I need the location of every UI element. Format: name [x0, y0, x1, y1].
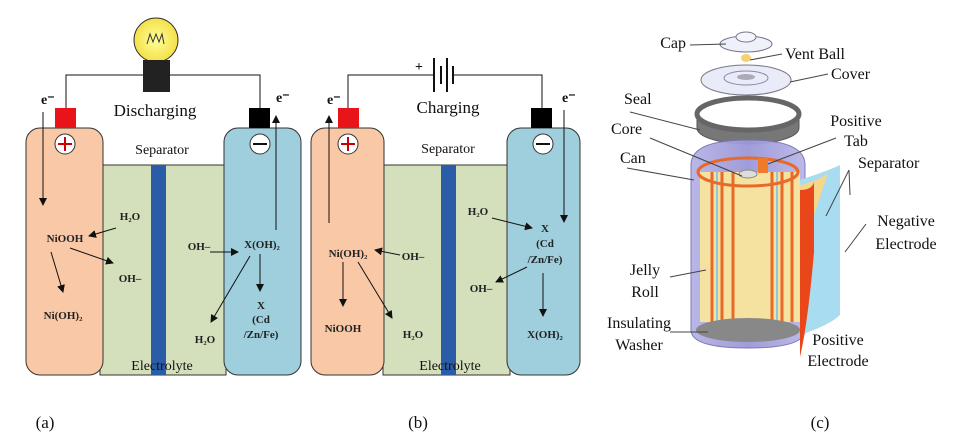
species: H₂O — [195, 334, 216, 346]
minus-icon — [249, 133, 271, 155]
species: X(OH)₂ — [244, 239, 280, 251]
positive-terminal — [338, 108, 359, 128]
label-negative-electrode: Electrode — [875, 236, 936, 253]
electrolyte-label: Electrolyte — [131, 359, 192, 374]
cell-illustration — [690, 31, 840, 357]
species: OH– — [470, 283, 493, 295]
species: H₂O — [120, 211, 141, 223]
species: (Cd — [252, 314, 270, 326]
species: OH– — [188, 241, 211, 253]
species: Ni(OH)₂ — [44, 310, 83, 322]
species: H₂O — [468, 206, 489, 218]
label-vent-ball: Vent Ball — [785, 46, 846, 63]
mode-label: Discharging — [114, 101, 197, 120]
caption-b: (b) — [408, 413, 428, 432]
species: X(OH)₂ — [527, 329, 563, 341]
label-positive-electrode: Positive — [812, 332, 864, 349]
caption-a: (a) — [36, 413, 55, 432]
label-seal: Seal — [624, 91, 652, 108]
electron-label: e⁻ — [276, 91, 290, 106]
label-jelly-roll: Jelly — [630, 262, 660, 279]
wire-right — [170, 74, 261, 108]
negative-terminal — [249, 108, 270, 128]
label-positive-tab: Positive — [830, 113, 882, 130]
species: Ni(OH)₂ — [329, 248, 368, 260]
light-bulb-icon — [133, 17, 179, 92]
positive-terminal — [55, 108, 76, 128]
species: X — [257, 300, 265, 312]
species: NiOOH — [47, 233, 84, 245]
electron-label: e⁻ — [41, 93, 55, 108]
wire-left — [65, 74, 143, 108]
separator-label: Separator — [135, 143, 189, 158]
label-cap: Cap — [660, 35, 686, 52]
label-jelly-roll: Roll — [631, 284, 659, 301]
negative-terminal — [531, 108, 552, 128]
electron-label: e⁻ — [327, 93, 341, 108]
species: H₂O — [403, 329, 424, 341]
panel-c-cell-construction: Cap Vent Ball Cover Seal Core Positive T… — [607, 31, 937, 370]
caption-c: (c) — [811, 413, 830, 432]
species: /Zn/Fe) — [527, 254, 563, 266]
electrolyte-label: Electrolyte — [419, 359, 480, 374]
label-can: Can — [620, 150, 646, 167]
mode-label: Charging — [417, 98, 480, 117]
leader-lines — [626, 43, 867, 333]
label-core: Core — [611, 121, 642, 138]
species: X — [541, 223, 549, 235]
positive-electrode — [25, 127, 104, 376]
label-positive-tab: Tab — [844, 133, 868, 150]
label-separator: Separator — [858, 155, 920, 172]
battery-icon — [433, 58, 454, 92]
separator-bar — [151, 165, 166, 375]
label-insulating-washer: Insulating — [607, 315, 671, 332]
label-insulating-washer: Washer — [615, 337, 663, 354]
separator-bar — [441, 165, 456, 375]
minus-icon — [532, 133, 554, 155]
species: NiOOH — [325, 323, 362, 335]
species: /Zn/Fe) — [243, 329, 279, 341]
label-positive-electrode: Electrode — [807, 353, 868, 370]
battery-plus-label: + — [415, 60, 423, 75]
panel-b-charging: + Charging Separator Electrolyte e⁻ e⁻ N… — [310, 58, 581, 376]
electron-label: e⁻ — [562, 91, 576, 106]
species: (Cd — [536, 238, 554, 250]
label-negative-electrode: Negative — [877, 213, 935, 230]
species: OH– — [402, 251, 425, 263]
species: OH– — [119, 273, 142, 285]
label-cover: Cover — [831, 66, 871, 83]
plus-icon — [337, 133, 359, 155]
plus-icon — [54, 133, 76, 155]
panel-a-discharging: Discharging Separator Electrolyte e⁻ e⁻ … — [25, 17, 302, 376]
separator-label: Separator — [421, 142, 475, 157]
